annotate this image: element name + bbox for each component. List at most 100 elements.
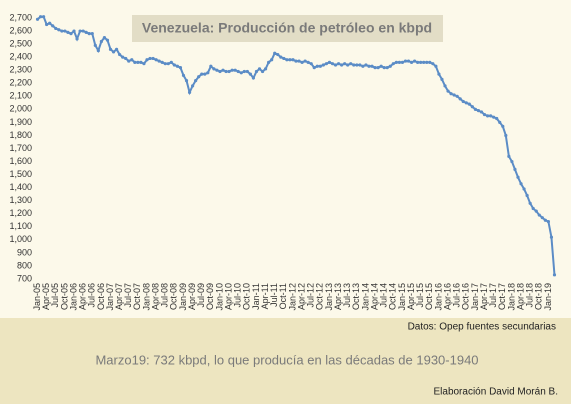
x-tick-label: Apr-09 (187, 283, 197, 310)
annotation: Marzo19: 732 kbpd, lo que producía en la… (95, 352, 478, 367)
point (464, 101, 468, 105)
point (394, 60, 398, 64)
y-tick-label: 2,100 (9, 91, 32, 101)
x-tick-label: Jul-10 (233, 283, 243, 308)
point (309, 62, 313, 66)
point (519, 182, 523, 186)
x-tick-label: Apr-14 (369, 283, 379, 310)
x-tick-label: Jan-17 (470, 283, 480, 311)
point (409, 60, 414, 64)
point (358, 63, 362, 67)
x-tick-label: Jul-14 (379, 283, 389, 308)
point (239, 71, 243, 75)
x-tick-label: Apr-07 (114, 283, 124, 310)
point (449, 92, 453, 96)
point (178, 65, 183, 70)
y-tick-label: 1,700 (9, 143, 32, 153)
x-tick-label: Oct-05 (59, 283, 69, 310)
x-tick-label: Jul-09 (196, 283, 206, 308)
x-tick-label: Oct-16 (461, 283, 471, 310)
point (452, 93, 456, 97)
x-tick-label: Apr-06 (78, 283, 88, 310)
x-tick-label: Jan-18 (506, 283, 516, 311)
point (282, 56, 286, 61)
point (276, 52, 280, 57)
point (336, 62, 341, 66)
x-tick-label: Jul-17 (488, 283, 498, 308)
y-tick-label: 800 (17, 260, 32, 270)
point (479, 110, 484, 114)
point (45, 22, 49, 27)
point (154, 58, 158, 62)
point (102, 35, 107, 40)
point (303, 59, 307, 63)
point (385, 65, 389, 70)
point (361, 64, 365, 68)
point (333, 63, 338, 67)
point (197, 75, 201, 79)
point (224, 69, 228, 74)
x-tick-label: Apr-08 (150, 283, 160, 310)
x-tick-label: Apr-13 (333, 283, 343, 310)
point (327, 60, 332, 64)
point (124, 56, 128, 61)
point (121, 55, 125, 59)
y-tick-label: 1,100 (9, 221, 32, 231)
point (379, 64, 383, 68)
point (279, 55, 283, 59)
x-tick-label: Oct-15 (424, 283, 434, 310)
y-tick-label: 1,900 (9, 117, 32, 127)
point (114, 47, 119, 51)
point (212, 67, 216, 71)
point (218, 69, 222, 74)
point (540, 216, 544, 220)
point (531, 206, 535, 211)
y-tick-label: 1,600 (9, 156, 32, 166)
point (270, 58, 274, 62)
point (38, 15, 43, 19)
point (78, 29, 82, 33)
point (489, 114, 493, 118)
y-tick-label: 2,400 (9, 52, 32, 62)
point (440, 77, 444, 81)
point (267, 60, 271, 64)
x-tick-label: Jan-06 (68, 283, 78, 311)
x-tick-label: Jul-06 (87, 283, 97, 308)
x-tick-label: Jul-05 (50, 283, 60, 308)
x-tick-label: Apr-12 (296, 283, 306, 310)
y-tick-label: 1,200 (9, 208, 32, 218)
point (343, 62, 347, 66)
point (93, 43, 97, 48)
y-tick-label: 2,200 (9, 78, 32, 88)
point (72, 29, 76, 33)
x-tick-label: Jan-10 (214, 283, 224, 311)
point (260, 69, 265, 74)
point (492, 115, 496, 119)
credit: Elaboración David Morán B. (433, 387, 558, 398)
y-tick-label: 2,600 (9, 25, 32, 35)
point (458, 97, 462, 101)
point (321, 63, 325, 67)
point (60, 29, 64, 33)
point (184, 79, 189, 83)
point (373, 65, 377, 70)
y-tick-label: 1,300 (9, 195, 32, 205)
x-tick-label: Jan-16 (433, 283, 443, 311)
point (169, 60, 173, 64)
x-tick-label: Oct-17 (497, 283, 507, 310)
x-tick-label: Oct-07 (132, 283, 142, 310)
point (312, 65, 316, 70)
point (528, 201, 532, 205)
point (437, 72, 441, 76)
x-tick-label: Oct-12 (315, 283, 325, 310)
point (200, 72, 204, 76)
point (425, 60, 429, 64)
point (403, 59, 408, 63)
point (99, 39, 103, 44)
x-tick-label: Jan-11 (251, 283, 261, 310)
y-tick-label: 1,500 (9, 169, 32, 179)
point (245, 69, 249, 74)
point (416, 60, 420, 64)
point (108, 47, 113, 51)
x-tick-label: Jul-15 (415, 283, 425, 308)
